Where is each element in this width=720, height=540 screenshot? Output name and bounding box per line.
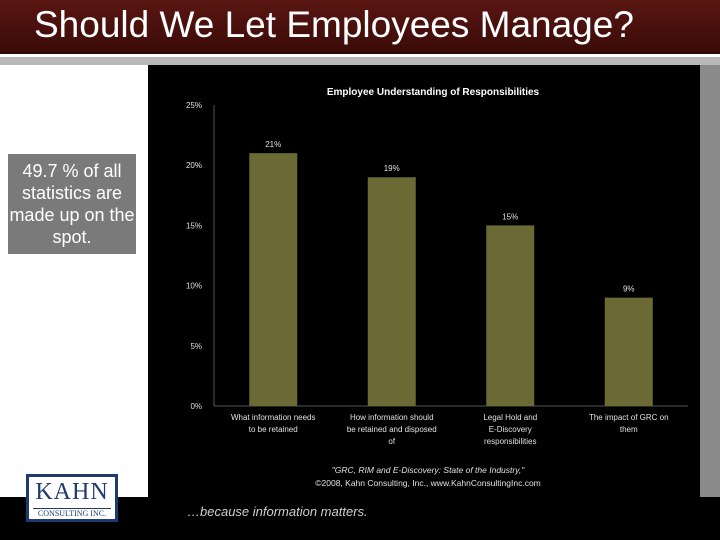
y-tick-label: 25% bbox=[186, 101, 202, 110]
category-label: How information should be retained and di… bbox=[347, 413, 437, 446]
bars: 21% 19% 15% 9% bbox=[249, 140, 653, 406]
kahn-logo: KAHN CONSULTING INC. bbox=[26, 474, 118, 522]
bar bbox=[604, 297, 653, 406]
y-tick-label: 5% bbox=[190, 342, 202, 351]
note-text: 49.7 % of all statistics are made up on … bbox=[9, 161, 135, 247]
y-tick-label: 10% bbox=[186, 282, 202, 291]
data-label: 19% bbox=[384, 164, 400, 173]
source-line-1: "GRC, RIM and E-Discovery: State of the … bbox=[332, 465, 525, 475]
bar bbox=[249, 153, 298, 406]
y-tick-label: 15% bbox=[186, 221, 202, 230]
y-tick-label: 0% bbox=[190, 402, 202, 411]
gray-stripe bbox=[0, 57, 720, 65]
slide-title: Should We Let Employees Manage? bbox=[34, 4, 634, 45]
footer-tagline: …because information matters. bbox=[187, 504, 368, 519]
y-tick-label: 20% bbox=[186, 161, 202, 170]
x-labels: What information needs to be retained How … bbox=[231, 413, 669, 446]
source-line-2: ©2008, Kahn Consulting, Inc., www.KahnCo… bbox=[315, 478, 541, 488]
category-label: The impact of GRC on them bbox=[589, 413, 669, 434]
bar bbox=[367, 177, 416, 406]
title-bar: Should We Let Employees Manage? bbox=[0, 0, 720, 54]
category-label: What information needs to be retained bbox=[231, 413, 316, 434]
data-label: 21% bbox=[265, 140, 281, 149]
right-gray-border bbox=[700, 65, 720, 497]
logo-name: KAHN bbox=[35, 479, 109, 505]
category-label: Legal Hold and E-Discovery responsibilitie… bbox=[483, 413, 537, 446]
bar bbox=[486, 225, 535, 406]
note-box: 49.7 % of all statistics are made up on … bbox=[8, 154, 136, 254]
chart-area: Employee Understanding of Responsibiliti… bbox=[148, 65, 720, 497]
data-label: 15% bbox=[502, 212, 518, 221]
data-label: 9% bbox=[623, 285, 635, 294]
bar-chart: Employee Understanding of Responsibiliti… bbox=[186, 87, 688, 488]
left-panel bbox=[0, 65, 148, 475]
y-ticks: 0% 5% 10% 15% 20% 25% bbox=[186, 101, 202, 411]
chart-title: Employee Understanding of Responsibiliti… bbox=[327, 87, 540, 98]
footer-bar bbox=[0, 497, 720, 540]
logo-subtitle: CONSULTING INC. bbox=[33, 508, 111, 519]
